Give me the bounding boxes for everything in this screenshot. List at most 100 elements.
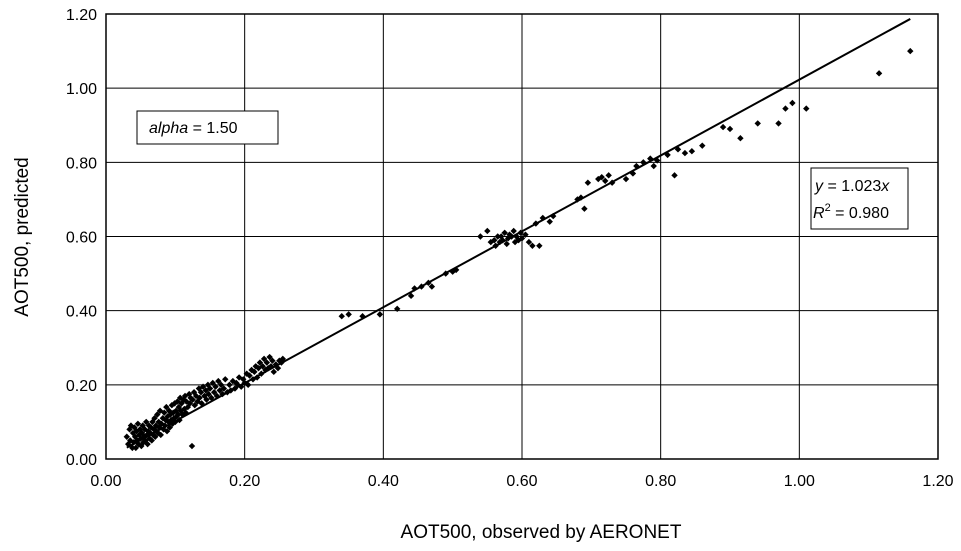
- x-tick-label: 0.80: [645, 473, 676, 490]
- data-point: [782, 105, 789, 112]
- fit-line: [126, 18, 911, 449]
- data-point: [205, 390, 212, 398]
- data-point: [123, 433, 130, 440]
- data-point: [595, 175, 602, 183]
- r-squared: R2 = 0.980: [813, 202, 889, 222]
- x-tick-label: 0.20: [229, 473, 260, 490]
- data-point: [803, 105, 810, 112]
- x-tick-labels: 0.00 0.20 0.40 0.60 0.80 1.00 1.20: [90, 473, 953, 490]
- data-point: [260, 355, 268, 363]
- plot-frame: [105, 13, 939, 460]
- x-tick-label: 1.20: [922, 473, 953, 490]
- data-point: [605, 172, 612, 179]
- data-point: [477, 233, 484, 240]
- data-point: [546, 218, 553, 225]
- data-point: [161, 409, 168, 416]
- data-point: [148, 437, 155, 444]
- data-point: [145, 427, 152, 435]
- data-point: [155, 418, 162, 426]
- data-point: [726, 125, 734, 133]
- data-point: [266, 353, 273, 361]
- y-tick-label: 1.00: [66, 81, 97, 98]
- y-tick-label: 0.80: [66, 155, 97, 172]
- x-tick-label: 0.00: [90, 473, 121, 490]
- data-point: [130, 439, 137, 446]
- data-point: [212, 383, 219, 390]
- data-point: [622, 175, 630, 183]
- data-point: [197, 389, 205, 396]
- data-point: [529, 242, 536, 249]
- data-point: [522, 231, 529, 238]
- data-point: [647, 155, 654, 162]
- data-point: [216, 387, 223, 394]
- data-point: [650, 162, 657, 170]
- data-point: [506, 231, 513, 238]
- data-point: [719, 123, 727, 131]
- y-tick-label: 0.00: [66, 452, 97, 469]
- data-point: [907, 47, 914, 55]
- data-point: [510, 227, 517, 235]
- data-point: [518, 235, 526, 242]
- data-point: [215, 377, 222, 385]
- data-point: [209, 379, 216, 387]
- y-tick-label: 0.60: [66, 230, 97, 247]
- data-point: [584, 179, 592, 186]
- data-point: [688, 148, 696, 155]
- data-point: [140, 439, 147, 446]
- data-point: [491, 237, 498, 244]
- data-point: [699, 142, 706, 149]
- data-point: [157, 431, 164, 439]
- data-point: [244, 381, 252, 389]
- data-point: [222, 376, 229, 383]
- data-point: [640, 159, 647, 166]
- data-point: [775, 120, 782, 127]
- y-tick-label: 1.20: [66, 7, 97, 24]
- data-points: [123, 47, 914, 452]
- data-point: [163, 427, 171, 435]
- data-point: [256, 359, 264, 366]
- data-point: [511, 238, 519, 246]
- data-point: [269, 357, 276, 364]
- data-point: [875, 70, 883, 77]
- data-point: [196, 394, 203, 402]
- data-point: [187, 394, 194, 402]
- data-point: [132, 444, 140, 452]
- data-point: [178, 400, 185, 407]
- data-point: [186, 400, 194, 407]
- data-point: [789, 99, 796, 107]
- data-point: [203, 396, 210, 403]
- regression-box: [810, 167, 909, 230]
- data-point: [484, 227, 491, 235]
- data-point: [494, 233, 501, 240]
- data-point: [210, 389, 218, 396]
- data-point: [263, 359, 271, 366]
- alpha-text: alpha = 1.50: [149, 120, 238, 137]
- data-point: [539, 214, 546, 222]
- data-point: [259, 363, 266, 370]
- data-point: [536, 242, 543, 249]
- data-point: [154, 411, 161, 418]
- data-point: [251, 368, 258, 376]
- data-point: [602, 177, 609, 185]
- data-point: [202, 387, 210, 394]
- x-tick-label: 1.00: [784, 473, 815, 490]
- y-tick-label: 0.40: [66, 304, 97, 321]
- data-point: [191, 402, 198, 409]
- data-point: [671, 172, 678, 179]
- data-point: [206, 385, 214, 392]
- data-point: [270, 368, 277, 376]
- data-point: [525, 238, 533, 246]
- data-point: [407, 292, 415, 300]
- data-point: [174, 411, 182, 418]
- data-point: [134, 420, 142, 427]
- y-axis-title: AOT500, predicted: [12, 157, 33, 316]
- alpha-annotation: alpha = 1.50: [136, 110, 279, 145]
- data-point: [513, 233, 520, 240]
- data-point: [152, 433, 159, 440]
- data-point: [189, 396, 196, 403]
- data-point: [345, 311, 352, 318]
- regression-equation: y = 1.023x: [814, 178, 890, 195]
- data-point: [140, 433, 148, 440]
- data-point: [487, 238, 494, 246]
